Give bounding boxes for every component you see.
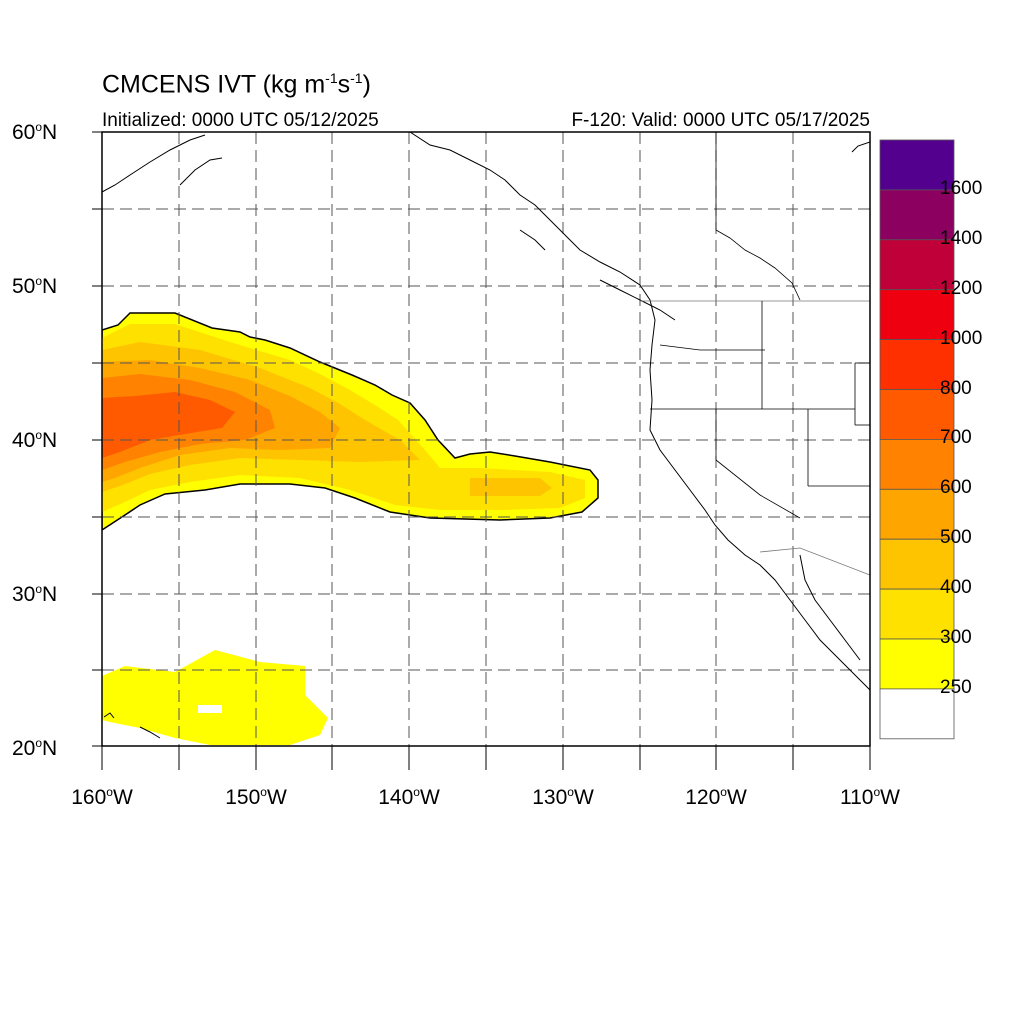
colorbar-tick-label: 1400 [940,227,983,249]
coastlines [102,132,870,739]
lat-label-30n: 30oN [12,582,58,606]
colorbar-tick-label: 600 [940,477,972,499]
valid-time: F-120: Valid: 0000 UTC 05/17/2025 [571,110,870,131]
colorbar-tick-label: 800 [940,377,972,399]
colorbar-tick-label: 1600 [940,177,983,199]
lon-label-140w: 140oW [378,785,440,809]
colorbar-tick-label: 300 [940,627,972,648]
colorbar-box [879,588,955,640]
lon-label-120w: 120oW [685,785,747,809]
colorbar-tick-label: 500 [940,527,972,549]
colorbar-box [879,139,955,191]
colorbar-box [879,438,955,490]
lat-ticks [92,131,102,747]
colorbar-box [879,638,955,690]
colorbar [879,139,955,740]
ivt-400-area-east [470,478,552,496]
colorbar-box [879,289,955,341]
colorbar-tick-label: 400 [940,577,972,599]
lat-label-60n: 60oN [12,120,58,144]
colorbar-box [879,538,955,590]
lon-ticks [101,746,871,770]
colorbar-tick-label: 1000 [940,327,983,349]
lon-label-110w: 110oW [840,785,900,809]
lat-label-40n: 40oN [12,428,58,452]
colorbar-box [879,389,955,440]
lon-label-130w: 130oW [532,785,594,809]
lon-label-160w: 160oW [71,785,133,809]
colorbar-tick-label: 700 [940,427,972,449]
colorbar-box [879,239,955,291]
colorbar-box [879,688,955,740]
chart-title: CMCENS IVT (kg m-1s-1) [102,70,371,99]
colorbar-tick-label: 1200 [940,277,983,299]
ivt-250-south-patch [102,650,328,745]
lon-label-150w: 150oW [225,785,287,809]
colorbar-box [879,189,955,241]
lat-label-50n: 50oN [12,274,58,298]
colorbar-box [879,488,955,540]
colorbar-tick-label: 250 [940,676,972,698]
ivt-700-area [102,392,235,458]
borders [640,132,870,576]
colorbar-box [879,339,955,390]
initialized-time: Initialized: 0000 UTC 05/12/2025 [102,110,379,131]
lat-label-20n: 20oN [12,736,58,760]
